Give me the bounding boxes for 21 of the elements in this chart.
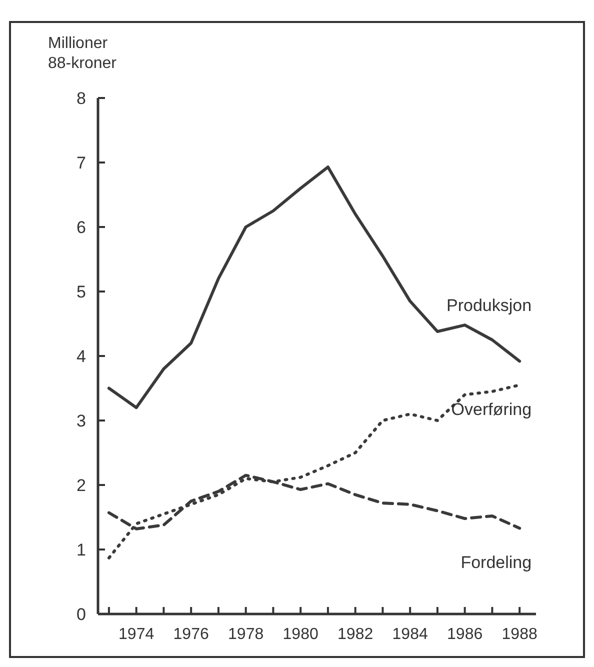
y-tick-label: 1 <box>76 540 86 560</box>
x-tick-label: 1982 <box>338 626 374 643</box>
y-tick-label: 4 <box>76 347 86 366</box>
y-tick-label: 6 <box>76 218 86 237</box>
y-tick-label: 8 <box>76 89 86 108</box>
y-tick-label: 0 <box>76 605 86 624</box>
x-tick-label: 1974 <box>118 626 154 643</box>
series-label: Overføring <box>451 400 532 420</box>
x-tick-label: 1980 <box>282 626 318 643</box>
series-label: Fordeling <box>460 553 532 572</box>
x-tick-label: 1978 <box>228 626 264 643</box>
y-tick-label: 5 <box>76 282 86 302</box>
y-axis-title: Millioner 88-kroner <box>48 35 118 72</box>
series-label: Produksjon <box>446 296 532 316</box>
y-tick-label: 7 <box>76 154 86 172</box>
x-tick-label: 1986 <box>447 626 483 643</box>
x-tick-label: 1976 <box>173 626 209 643</box>
x-tick-label: 1984 <box>392 626 428 643</box>
x-tick-label: 1988 <box>502 626 538 643</box>
y-tick-label: 2 <box>76 476 86 495</box>
y-tick-label: 3 <box>76 412 86 430</box>
